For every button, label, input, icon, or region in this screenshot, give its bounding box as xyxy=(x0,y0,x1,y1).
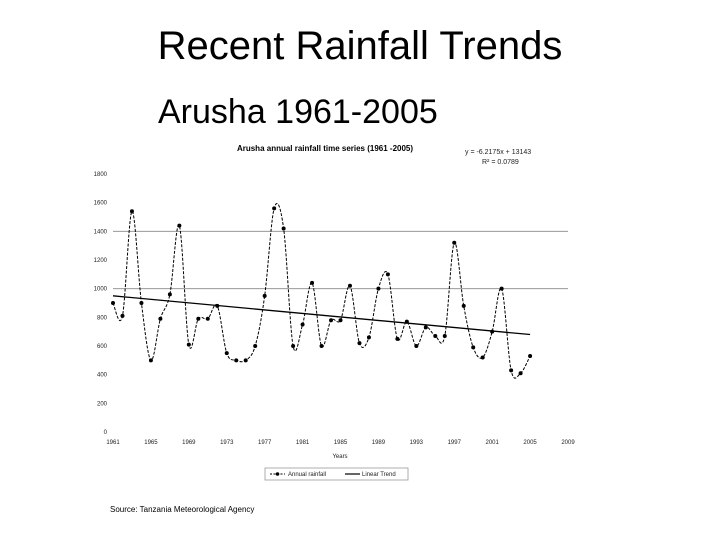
trend-r-squared: R² = 0.0789 xyxy=(482,159,519,166)
rainfall-point xyxy=(461,303,466,308)
rainfall-point xyxy=(167,292,172,297)
x-tick-label: 1989 xyxy=(372,440,386,446)
rainfall-point xyxy=(196,316,201,321)
rainfall-point xyxy=(376,286,381,291)
y-tick-label: 800 xyxy=(97,315,108,321)
x-tick-label: 1993 xyxy=(410,440,424,446)
y-tick-label: 1000 xyxy=(94,287,108,293)
rainfall-point xyxy=(329,318,334,323)
rainfall-point xyxy=(480,355,485,360)
rainfall-series-line xyxy=(112,203,531,379)
chart-title: Arusha annual rainfall time series (1961… xyxy=(237,144,413,153)
y-tick-label: 1800 xyxy=(94,172,108,178)
rainfall-point xyxy=(509,368,514,373)
y-tick-label: 1400 xyxy=(94,229,108,235)
rainfall-point xyxy=(423,325,428,330)
rainfall-point xyxy=(300,322,305,327)
rainfall-point xyxy=(186,342,191,347)
legend: Annual rainfall Linear Trend xyxy=(264,467,409,481)
rainfall-point xyxy=(262,293,267,298)
rainfall-point xyxy=(148,358,153,363)
rainfall-point xyxy=(366,335,371,340)
y-tick-label: 200 xyxy=(97,401,108,407)
rainfall-point xyxy=(347,283,352,288)
source-note: Source: Tanzania Meteorological Agency xyxy=(110,505,255,514)
rainfall-point xyxy=(518,371,523,376)
x-tick-label: 2001 xyxy=(485,440,499,446)
rainfall-point xyxy=(528,354,533,359)
slide-title: Recent Rainfall Trends xyxy=(157,24,563,68)
rainfall-point xyxy=(319,344,324,348)
rainfall-point xyxy=(129,209,134,214)
rainfall-point xyxy=(442,333,447,338)
y-tick-label: 1200 xyxy=(94,258,108,264)
rainfall-point xyxy=(433,333,438,338)
rainfall-point xyxy=(471,345,476,350)
y-tick-label: 600 xyxy=(97,344,108,350)
x-tick-label: 2005 xyxy=(523,440,537,446)
legend-box xyxy=(264,467,409,481)
rainfall-point xyxy=(291,344,296,348)
legend-trend-label: Linear Trend xyxy=(362,472,396,478)
rainfall-point xyxy=(111,301,115,305)
rainfall-point xyxy=(452,240,457,245)
rainfall-point xyxy=(224,351,229,356)
rainfall-point xyxy=(205,316,210,321)
y-tick-label: 1600 xyxy=(94,201,108,207)
rainfall-point xyxy=(234,358,239,363)
rainfall-point xyxy=(177,223,182,228)
rainfall-point xyxy=(499,286,504,291)
rainfall-point xyxy=(272,206,277,211)
slide-subtitle: Arusha 1961-2005 xyxy=(158,93,438,131)
trend-equation: y = -6.2175x + 13143 xyxy=(465,149,531,156)
trend-line xyxy=(112,295,531,336)
x-tick-label: 1965 xyxy=(144,440,158,446)
legend-rainfall-marker xyxy=(275,472,280,476)
rainfall-point xyxy=(385,272,390,277)
x-tick-label: 1997 xyxy=(448,440,462,446)
rainfall-point xyxy=(357,341,362,346)
x-tick-label: 1981 xyxy=(296,440,310,446)
rainfall-point xyxy=(253,344,258,348)
rainfall-point xyxy=(139,301,144,305)
rainfall-point xyxy=(395,336,400,341)
x-tick-label: 1985 xyxy=(334,440,348,446)
rainfall-point xyxy=(310,280,315,285)
x-axis-label: Years xyxy=(332,454,347,460)
x-tick-label: 1973 xyxy=(220,440,234,446)
y-tick-label: 0 xyxy=(104,430,108,436)
x-tick-label: 1969 xyxy=(182,440,196,446)
x-tick-label: 1961 xyxy=(106,440,120,446)
legend-rainfall-label: Annual rainfall xyxy=(288,472,326,478)
rainfall-point xyxy=(120,313,125,318)
x-tick-label: 2009 xyxy=(561,440,575,446)
rainfall-point xyxy=(158,316,163,321)
x-tick-label: 1977 xyxy=(258,440,272,446)
rainfall-point xyxy=(281,226,286,231)
rainfall-point xyxy=(338,318,343,323)
rainfall-point xyxy=(243,358,248,363)
rainfall-point xyxy=(414,344,419,348)
y-tick-label: 400 xyxy=(97,373,108,379)
